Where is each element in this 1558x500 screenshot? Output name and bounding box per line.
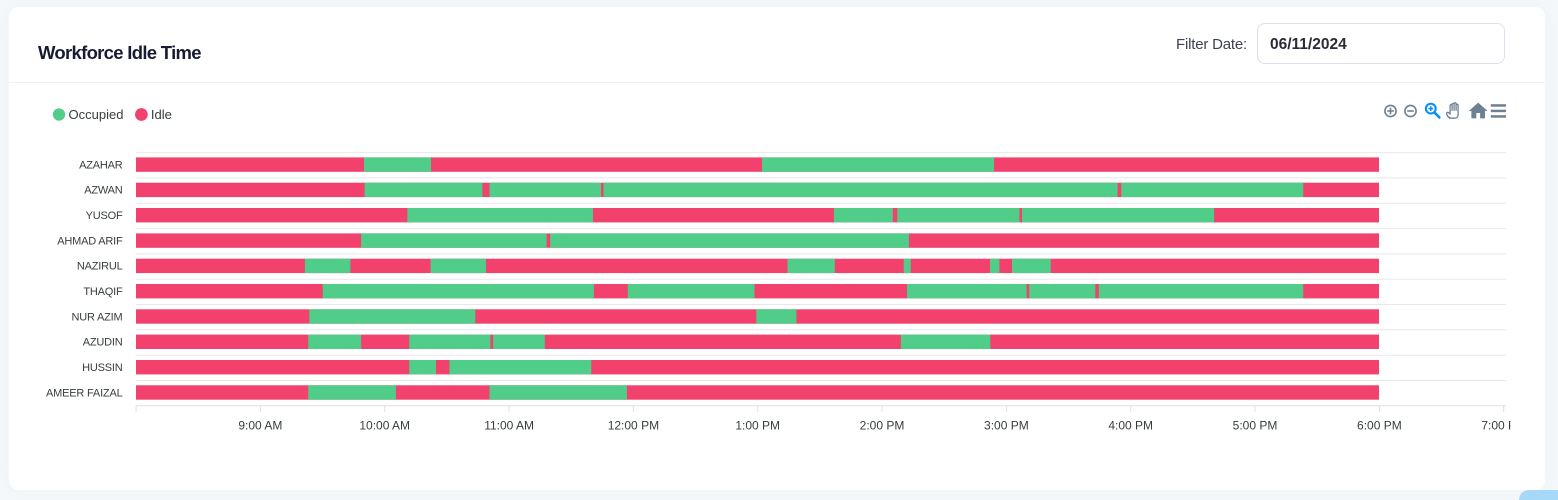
svg-text:AZWAN: AZWAN bbox=[84, 185, 123, 197]
svg-text:1:00 PM: 1:00 PM bbox=[735, 418, 780, 432]
svg-text:AMEER FAIZAL: AMEER FAIZAL bbox=[46, 387, 123, 399]
svg-text:Occupied: Occupied bbox=[69, 107, 124, 122]
svg-text:Idle: Idle bbox=[151, 107, 172, 122]
svg-text:AHMAD ARIF: AHMAD ARIF bbox=[57, 235, 123, 247]
svg-text:AZUDIN: AZUDIN bbox=[83, 337, 123, 349]
svg-text:HUSSIN: HUSSIN bbox=[82, 362, 123, 374]
svg-text:NAZIRUL: NAZIRUL bbox=[77, 261, 123, 273]
svg-text:11:00 AM: 11:00 AM bbox=[484, 418, 534, 432]
svg-text:7:00 PM: 7:00 PM bbox=[1481, 418, 1526, 432]
svg-text:NUR AZIM: NUR AZIM bbox=[72, 311, 123, 323]
svg-text:YUSOF: YUSOF bbox=[86, 210, 123, 222]
svg-text:6:00 PM: 6:00 PM bbox=[1357, 418, 1402, 432]
svg-text:10:00 AM: 10:00 AM bbox=[359, 418, 410, 432]
svg-text:12:00 PM: 12:00 PM bbox=[608, 418, 659, 432]
svg-text:AZAHAR: AZAHAR bbox=[79, 159, 123, 171]
svg-text:4:00 PM: 4:00 PM bbox=[1108, 418, 1153, 432]
svg-text:9:00 AM: 9:00 AM bbox=[238, 418, 282, 432]
svg-text:THAQIF: THAQIF bbox=[83, 286, 123, 298]
svg-text:5:00 PM: 5:00 PM bbox=[1233, 418, 1278, 432]
svg-text:2:00 PM: 2:00 PM bbox=[860, 418, 905, 432]
svg-text:3:00 PM: 3:00 PM bbox=[984, 418, 1029, 432]
